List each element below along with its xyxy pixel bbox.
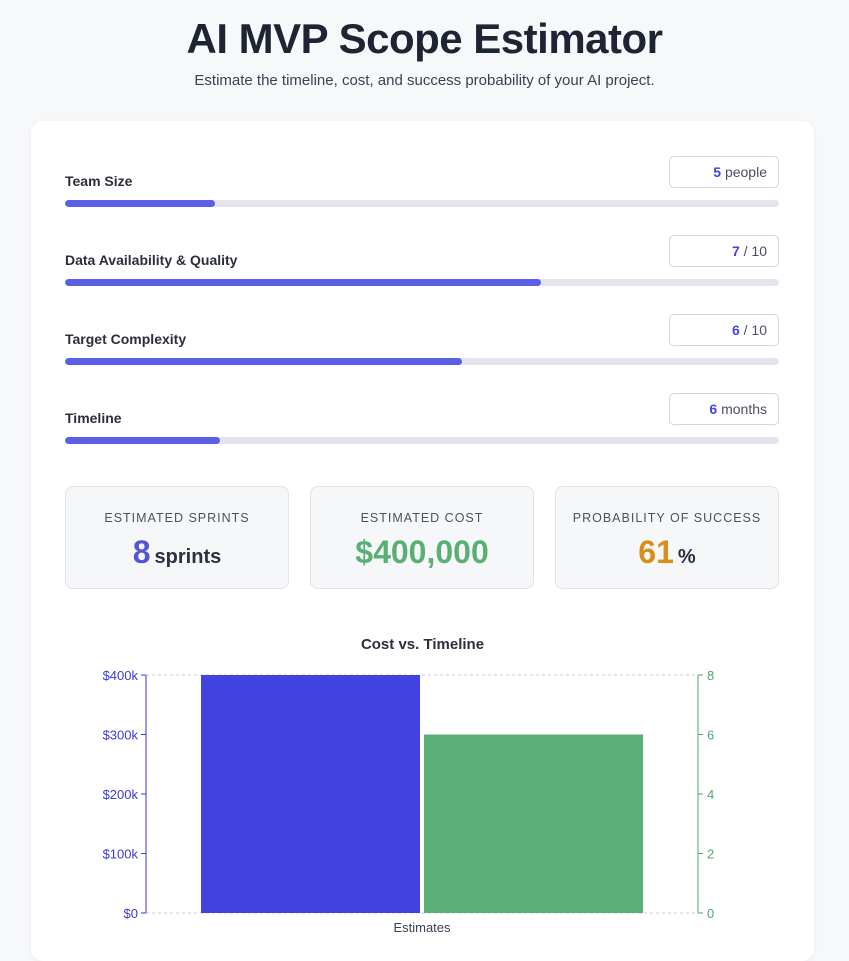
stat-sprints-unit: sprints [154, 546, 222, 568]
left-axis-tick-label: $400k [103, 668, 139, 683]
stat-sprints-label: ESTIMATED SPRINTS [104, 511, 250, 525]
right-axis-tick-label: 2 [707, 847, 714, 862]
stat-cost-label: ESTIMATED COST [360, 511, 484, 525]
team-size-slider[interactable] [65, 200, 779, 207]
stat-probability-label: PROBABILITY OF SUCCESS [572, 511, 762, 525]
complexity-input[interactable]: 6 / 10 [669, 314, 779, 346]
data-quality-value: 7 [731, 243, 740, 259]
team-size-unit: people [724, 164, 767, 180]
stat-probability-value-row: 61% [556, 533, 778, 578]
left-axis-tick-label: $300k [103, 728, 139, 743]
complexity-value: 6 [731, 322, 740, 338]
stat-estimated-cost: ESTIMATED COST $400,000 [310, 486, 534, 589]
stat-probability-unit: % [677, 546, 696, 568]
timeline-bar [424, 734, 643, 913]
team-size-input[interactable]: 5 people [669, 156, 779, 188]
data-quality-input[interactable]: 7 / 10 [669, 235, 779, 267]
timeline-value: 6 [709, 401, 718, 417]
team-size-value: 5 [713, 164, 722, 180]
team-size-slider-fill [65, 200, 215, 207]
page-title: AI MVP Scope Estimator [186, 15, 663, 62]
complexity-label: Target Complexity [65, 331, 187, 347]
left-axis-tick-label: $100k [103, 847, 139, 862]
right-axis-tick-label: 6 [707, 728, 714, 743]
stat-cost-value: $400,000 [355, 534, 489, 570]
timeline-unit: months [721, 401, 767, 417]
team-size-label: Team Size [65, 173, 133, 189]
complexity-slider[interactable] [65, 358, 779, 365]
stat-probability-value: 61 [638, 534, 674, 570]
right-axis-tick-label: 4 [707, 787, 714, 802]
stat-sprints-value: 8 [132, 534, 151, 570]
left-axis-tick-label: $200k [103, 787, 139, 802]
timeline-input[interactable]: 6 months [669, 393, 779, 425]
stat-estimated-sprints: ESTIMATED SPRINTS 8 sprints [65, 486, 289, 589]
data-quality-label: Data Availability & Quality [65, 252, 238, 268]
stat-probability-success: PROBABILITY OF SUCCESS 61% [555, 486, 779, 589]
data-quality-slider-fill [65, 279, 542, 286]
data-quality-slider[interactable] [65, 279, 779, 286]
team-size-control: Team Size 5 people [65, 156, 779, 208]
stat-sprints-value-row: 8 sprints [66, 533, 288, 578]
cost-bar [201, 675, 420, 913]
timeline-control: Timeline 6 months [65, 393, 779, 445]
right-axis-tick-label: 8 [707, 668, 714, 683]
complexity-control: Target Complexity 6 / 10 [65, 314, 779, 366]
chart-title: Cost vs. Timeline [360, 636, 485, 653]
complexity-slider-fill [65, 358, 462, 365]
cost-timeline-chart: $0 $100k $200k $300k $400k 0 2 4 6 8 Estimates [103, 668, 715, 935]
data-quality-unit: / 10 [743, 243, 767, 259]
data-quality-control: Data Availability & Quality 7 / 10 [65, 235, 779, 287]
x-axis-label: Estimates [393, 920, 451, 935]
estimator-card: Team Size 5 people Data Availability & Q… [31, 121, 814, 961]
timeline-slider[interactable] [65, 437, 779, 444]
right-axis-tick-label: 0 [707, 906, 714, 921]
stat-cost-value-row: $400,000 [311, 533, 533, 578]
left-axis-tick-label: $0 [124, 906, 138, 921]
complexity-unit: / 10 [743, 322, 767, 338]
timeline-slider-fill [65, 437, 220, 444]
timeline-label: Timeline [65, 410, 122, 426]
page-subtitle: Estimate the timeline, cost, and success… [194, 72, 655, 89]
